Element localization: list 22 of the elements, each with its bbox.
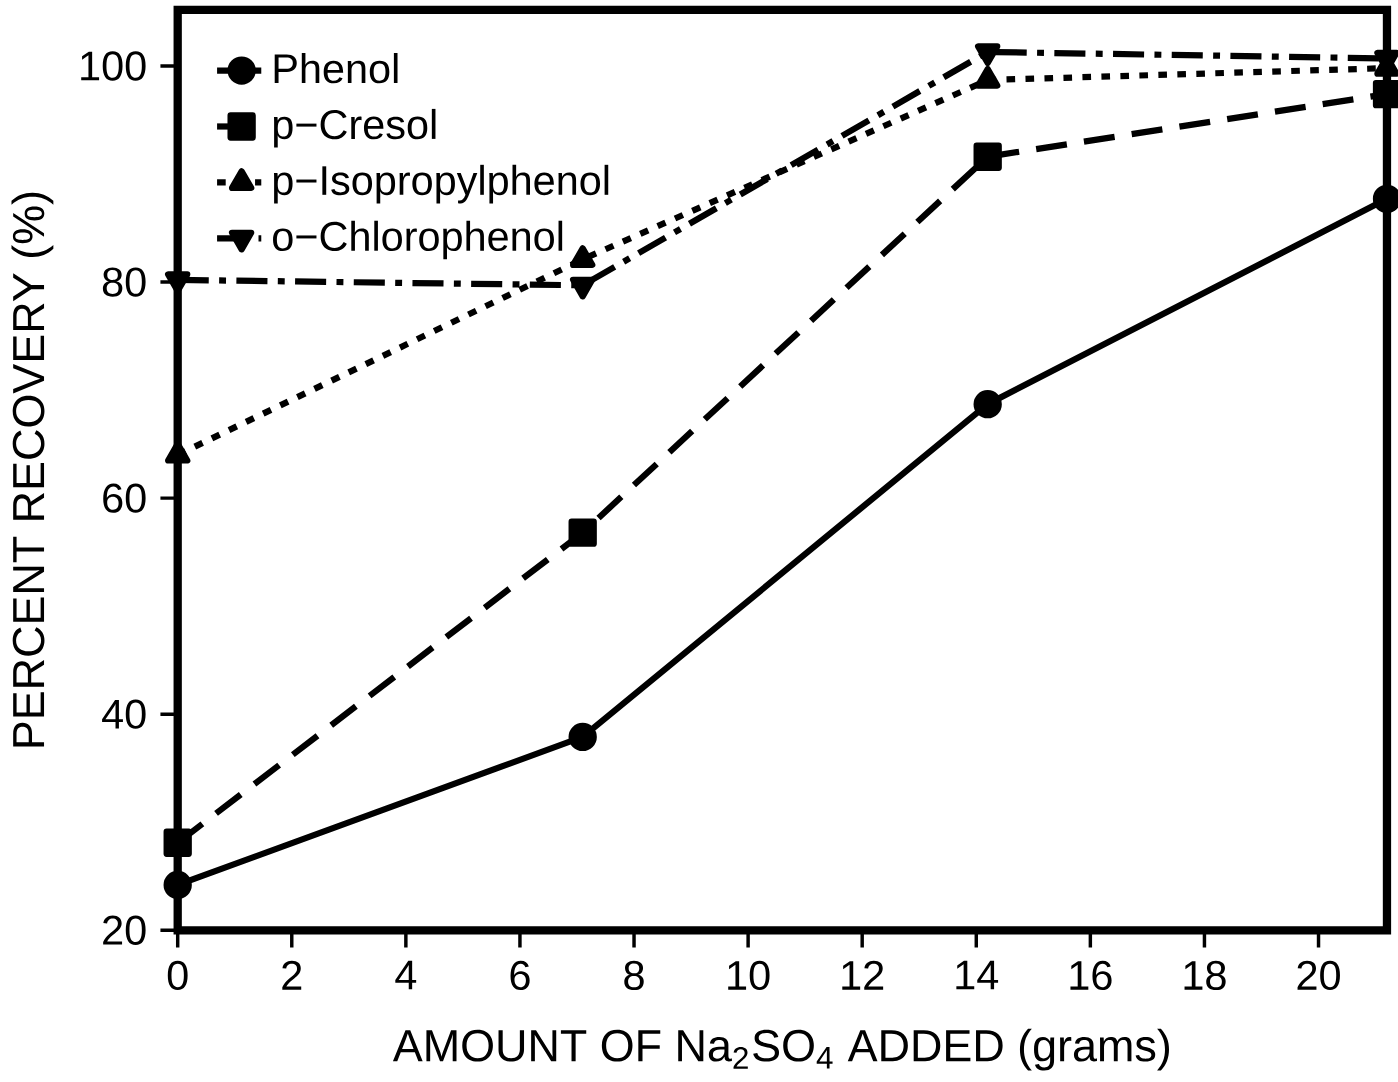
x-tick-label: 18	[1184, 960, 1226, 991]
y-tick-label: 20	[103, 915, 146, 945]
y-tick-label: 100	[81, 51, 146, 81]
y-axis-title: PERCENT RECOVERY (%)	[11, 192, 54, 747]
legend-label: Phenol	[274, 52, 398, 84]
x-axis-title: AMOUNT OF Na$_{2}$SO$_{4}$ ADDED (grams)	[392, 1028, 1169, 1071]
x-tick-label: 14	[956, 960, 999, 990]
x-tick-label: 16	[1070, 960, 1112, 991]
x-tick-label: 12	[842, 960, 884, 990]
x-tick-label: 20	[1297, 960, 1340, 991]
x-tick-label: 2	[282, 960, 302, 990]
legend-label: p−Isopropylphenol	[273, 164, 609, 204]
x-tick-label: 10	[728, 960, 770, 991]
x-tick-label: 4	[395, 960, 417, 990]
legend-label: o−Chlorophenol	[273, 220, 563, 260]
y-tick-label: 40	[102, 699, 146, 729]
x-tick-label: 6	[510, 960, 530, 991]
x-tick-label: 8	[624, 960, 644, 991]
y-tick-label: 60	[103, 483, 146, 513]
y-tick-label: 80	[102, 267, 146, 297]
x-tick-label: 0	[167, 960, 188, 991]
legend-label: p−Cresol	[273, 108, 436, 148]
